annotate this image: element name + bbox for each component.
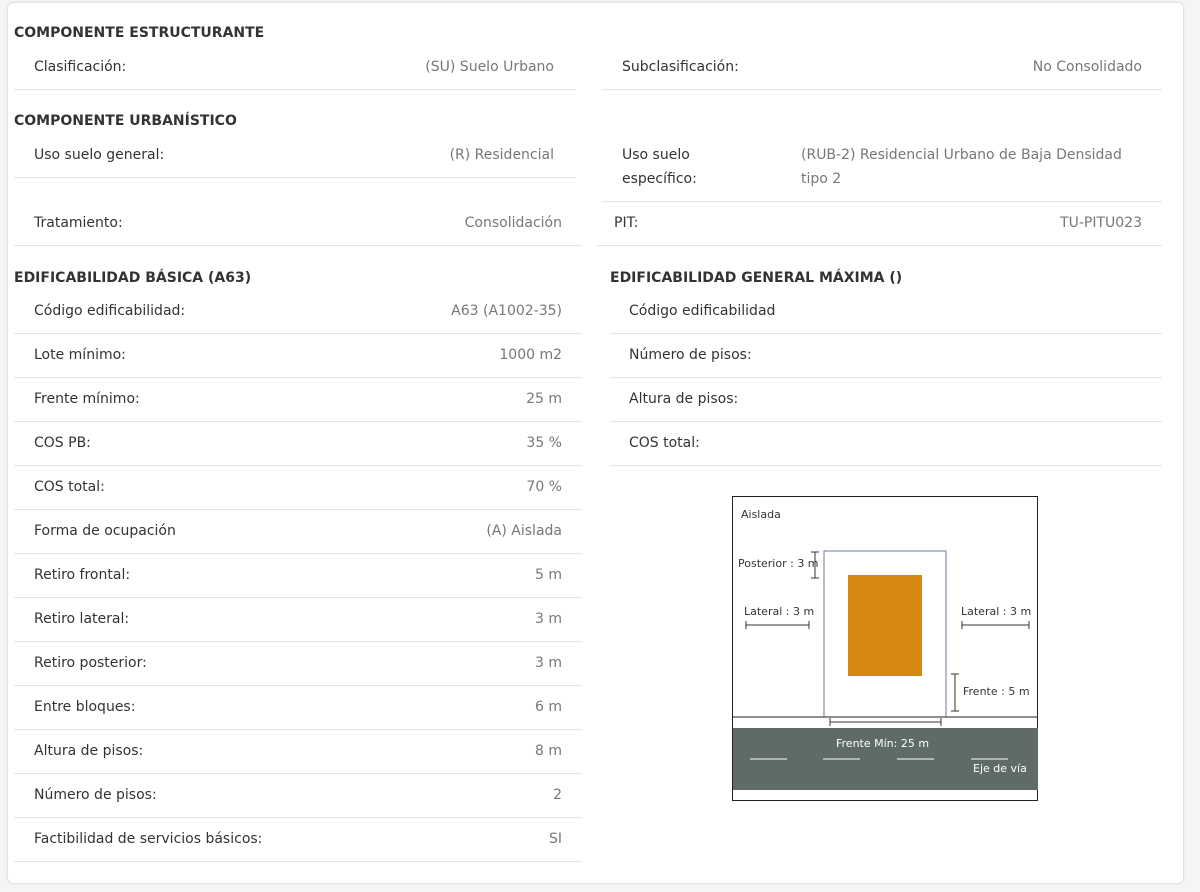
uso-especifico-value-line1: (RUB-2) Residencial Urbano de Baja Densi… — [801, 147, 1122, 163]
basica-row-value: 70 % — [526, 479, 562, 495]
basica-row-value: 8 m — [535, 743, 562, 759]
general-row-label: Número de pisos: — [629, 347, 752, 363]
basica-row: Retiro posterior: 3 m — [14, 642, 582, 686]
ocupacion-diagram: Aislada Posterior : 3 m Lateral : 3 m La… — [732, 496, 1039, 802]
basica-row-value: 1000 m2 — [499, 347, 562, 363]
basica-row-value: 35 % — [526, 435, 562, 451]
tratamiento-value: Consolidación — [464, 215, 562, 231]
uso-general-value: (R) Residencial — [449, 147, 554, 163]
clasificacion-value: (SU) Suelo Urbano — [425, 59, 554, 75]
basica-row: Factibilidad de servicios básicos: SI — [14, 818, 582, 862]
basica-row-label: Altura de pisos: — [34, 743, 144, 759]
basica-row-value: 5 m — [535, 567, 562, 583]
clasificacion-label: Clasificación: — [34, 59, 127, 75]
basica-row-label: Retiro lateral: — [34, 611, 130, 627]
basica-row: COS total: 70 % — [14, 466, 582, 510]
row-uso-general: Uso suelo general: (R) Residencial — [14, 134, 576, 178]
general-row: COS total: — [610, 422, 1162, 466]
section-heading-basica: EDIFICABILIDAD BÁSICA (A63) — [14, 270, 252, 286]
basica-row: Retiro lateral: 3 m — [14, 598, 582, 642]
basica-row: Retiro frontal: 5 m — [14, 554, 582, 598]
frente-min-label: Frente Mín: 25 m — [836, 737, 929, 750]
basica-row-label: COS total: — [34, 479, 105, 495]
general-row-label: Altura de pisos: — [629, 391, 739, 407]
diagram-title: Aislada — [741, 508, 781, 521]
basica-row-label: Entre bloques: — [34, 699, 136, 715]
basica-row-value: 3 m — [535, 611, 562, 627]
general-row-label: COS total: — [629, 435, 700, 451]
general-row: Número de pisos: — [610, 334, 1162, 378]
uso-especifico-value-line2: tipo 2 — [801, 171, 842, 187]
lateral-left-label: Lateral : 3 m — [744, 605, 814, 618]
general-row: Altura de pisos: — [610, 378, 1162, 422]
section-heading-general: EDIFICABILIDAD GENERAL MÁXIMA () — [610, 270, 903, 286]
row-subclasificacion: Subclasificación: No Consolidado — [602, 46, 1162, 90]
basica-row: Entre bloques: 6 m — [14, 686, 582, 730]
diagram-svg: Aislada Posterior : 3 m Lateral : 3 m La… — [732, 496, 1038, 801]
basica-row-label: Forma de ocupación — [34, 523, 176, 539]
basica-row: Altura de pisos: 8 m — [14, 730, 582, 774]
row-clasificacion: Clasificación: (SU) Suelo Urbano — [14, 46, 576, 90]
basica-row-value: 2 — [553, 787, 562, 803]
basica-row-value: (A) Aislada — [486, 523, 562, 539]
basica-row-value: 25 m — [526, 391, 562, 407]
basica-row: COS PB: 35 % — [14, 422, 582, 466]
section-heading-urbanistico: COMPONENTE URBANÍSTICO — [14, 113, 237, 129]
row-pit: PIT: TU-PITU023 — [596, 202, 1162, 246]
tratamiento-label: Tratamiento: — [34, 215, 123, 231]
basica-row: Código edificabilidad: A63 (A1002-35) — [14, 290, 582, 334]
uso-general-label: Uso suelo general: — [34, 147, 165, 163]
row-uso-especifico: Uso suelo específico: (RUB-2) Residencia… — [602, 134, 1162, 202]
basica-row-value: SI — [548, 831, 562, 847]
section-heading-estructurante: COMPONENTE ESTRUCTURANTE — [14, 25, 265, 41]
basica-row-label: Frente mínimo: — [34, 391, 140, 407]
basica-row-label: COS PB: — [34, 435, 91, 451]
pit-label: PIT: — [614, 215, 639, 231]
basica-row-label: Número de pisos: — [34, 787, 157, 803]
basica-row-value: 3 m — [535, 655, 562, 671]
row-tratamiento: Tratamiento: Consolidación — [14, 202, 582, 246]
posterior-label: Posterior : 3 m — [738, 557, 819, 570]
basica-row-value: A63 (A1002-35) — [451, 303, 562, 319]
lateral-right-label: Lateral : 3 m — [961, 605, 1031, 618]
pit-value: TU-PITU023 — [1060, 215, 1142, 231]
uso-especifico-label-line1: Uso suelo — [622, 147, 690, 163]
basica-row-value: 6 m — [535, 699, 562, 715]
basica-row: Lote mínimo: 1000 m2 — [14, 334, 582, 378]
basica-row: Frente mínimo: 25 m — [14, 378, 582, 422]
frente-label: Frente : 5 m — [963, 685, 1030, 698]
eje-de-via-label: Eje de vía — [973, 762, 1027, 775]
basica-row-label: Código edificabilidad: — [34, 303, 186, 319]
building-footprint — [848, 575, 922, 676]
basica-row-label: Retiro posterior: — [34, 655, 147, 671]
basica-row-label: Lote mínimo: — [34, 347, 126, 363]
subclasificacion-value: No Consolidado — [1032, 59, 1142, 75]
general-row: Código edificabilidad — [610, 290, 1162, 334]
basica-row: Forma de ocupación (A) Aislada — [14, 510, 582, 554]
basica-row-label: Retiro frontal: — [34, 567, 131, 583]
basica-row: Número de pisos: 2 — [14, 774, 582, 818]
subclasificacion-label: Subclasificación: — [622, 59, 739, 75]
general-row-label: Código edificabilidad — [629, 303, 776, 319]
basica-row-label: Factibilidad de servicios básicos: — [34, 831, 263, 847]
uso-especifico-label-line2: específico: — [622, 171, 697, 187]
